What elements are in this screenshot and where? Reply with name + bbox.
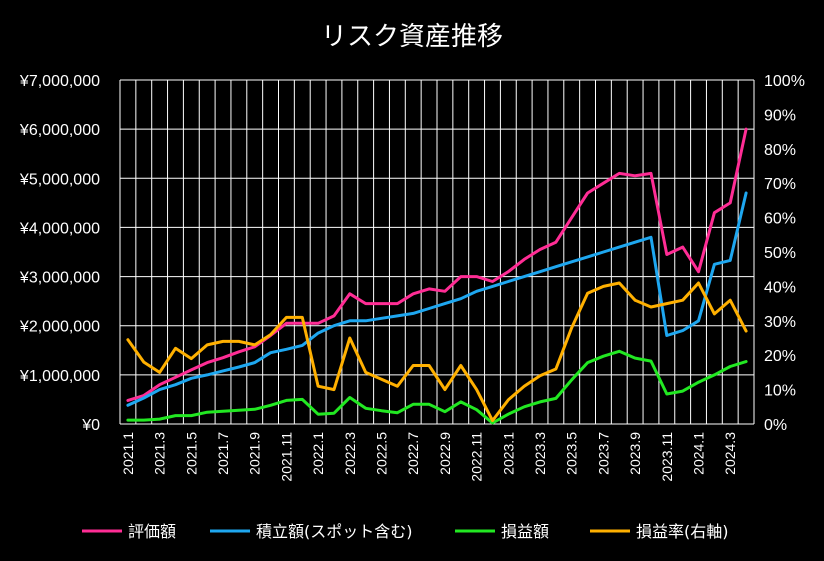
x-tick-label: 2021.7 <box>215 432 231 475</box>
x-tick-label: 2023.1 <box>500 432 516 475</box>
y-right-tick-label: 50% <box>764 245 796 262</box>
legend-label: 損益率(右軸) <box>636 522 729 541</box>
y-left-tick-label: ¥6,000,000 <box>19 122 100 139</box>
x-tick-label: 2022.11 <box>469 432 485 482</box>
y-right-tick-label: 70% <box>764 176 796 193</box>
right-axis-ticks: 0% 10% 20% 30% 40% 50% 60% 70% 80% 90% 100% <box>764 73 805 434</box>
x-tick-label: 2022.7 <box>405 432 421 475</box>
y-left-tick-label: ¥3,000,000 <box>19 270 100 287</box>
chart-title: リスク資産推移 <box>321 22 503 52</box>
y-right-tick-label: 10% <box>764 383 796 400</box>
legend-label: 積立額(スポット含む) <box>256 522 413 541</box>
y-left-tick-label: ¥5,000,000 <box>19 171 100 188</box>
x-tick-label: 2021.5 <box>183 432 199 475</box>
left-axis-ticks: ¥0 ¥1,000,000 ¥2,000,000 ¥3,000,000 ¥4,000,0… <box>19 73 100 434</box>
y-right-tick-label: 40% <box>764 279 796 296</box>
legend-label: 評価額 <box>128 522 176 541</box>
x-tick-label: 2023.7 <box>595 432 611 475</box>
series-line-1 <box>126 191 748 407</box>
legend-label: 損益額 <box>501 522 549 541</box>
x-tick-label: 2022.9 <box>437 432 453 475</box>
x-tick-label: 2023.9 <box>627 432 643 475</box>
x-tick-label: 2024.1 <box>691 432 707 475</box>
y-right-tick-label: 80% <box>764 142 796 159</box>
x-tick-label: 2022.1 <box>310 432 326 475</box>
y-right-tick-label: 0% <box>764 417 787 434</box>
x-tick-label: 2022.5 <box>374 432 390 475</box>
x-tick-label: 2021.11 <box>278 432 294 482</box>
y-left-tick-label: ¥0 <box>81 417 100 434</box>
series-line-0 <box>126 127 748 402</box>
y-right-tick-label: 20% <box>764 348 796 365</box>
x-tick-label: 2021.1 <box>120 432 136 475</box>
x-tick-label: 2021.9 <box>247 432 263 475</box>
x-tick-label: 2021.3 <box>152 432 168 475</box>
x-tick-label: 2023.5 <box>564 432 580 475</box>
series-lines <box>126 127 748 425</box>
legend: 評価額 積立額(スポット含む) 損益額 損益率(右軸) <box>82 522 729 541</box>
x-tick-label: 2023.3 <box>532 432 548 475</box>
x-axis-ticks: 2021.1 2021.3 2021.5 2021.7 2021.9 2021.11 202… <box>120 432 738 482</box>
x-tick-label: 2022.3 <box>342 432 358 475</box>
y-right-tick-label: 30% <box>764 314 796 331</box>
y-right-tick-label: 100% <box>764 73 805 90</box>
y-left-tick-label: ¥4,000,000 <box>19 220 100 237</box>
x-tick-label: 2023.11 <box>659 432 675 482</box>
x-tick-label: 2024.3 <box>722 432 738 475</box>
series-line-2 <box>126 349 748 425</box>
y-left-tick-label: ¥7,000,000 <box>19 73 100 90</box>
y-right-tick-label: 90% <box>764 107 796 124</box>
series-line-3 <box>126 281 748 423</box>
y-left-tick-label: ¥1,000,000 <box>19 368 100 385</box>
y-right-tick-label: 60% <box>764 211 796 228</box>
y-left-tick-label: ¥2,000,000 <box>19 319 100 336</box>
